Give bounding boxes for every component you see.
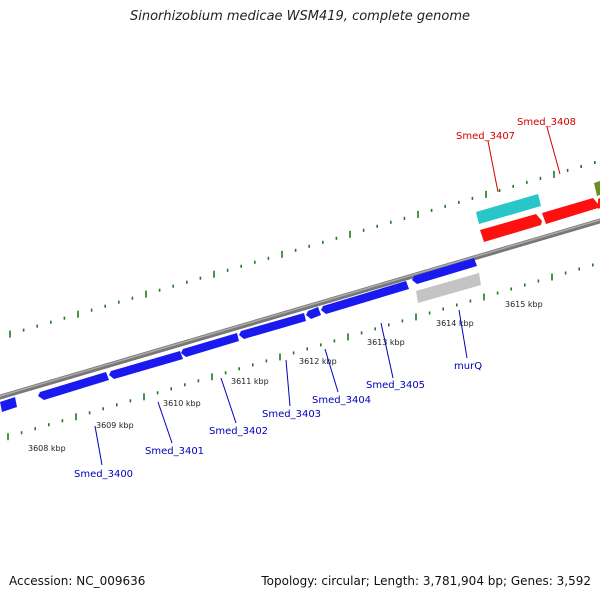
- gene-label-murq[interactable]: murQ: [454, 361, 482, 372]
- kbp-label: 3610 kbp: [163, 399, 201, 408]
- gene-arrow-smed-3400[interactable]: [38, 372, 109, 400]
- gene-arrow-smed-3401[interactable]: [109, 351, 183, 379]
- inner-tick-track: [7, 263, 594, 441]
- gene-arrow-smed-3408[interactable]: [542, 198, 599, 224]
- other-feature[interactable]: [594, 181, 600, 196]
- gene-arrow-smed-3402[interactable]: [181, 333, 239, 357]
- gene-arrow-smed-3406[interactable]: [412, 258, 477, 284]
- kbp-label: 3612 kbp: [299, 357, 337, 366]
- gene-label-smed-3402[interactable]: Smed_3402: [209, 426, 268, 437]
- gene-arrow-smed-3407[interactable]: [480, 214, 542, 242]
- kbp-label: 3608 kbp: [28, 444, 66, 453]
- gene-labels: Smed_3400 Smed_3401 Smed_3402 Smed_3403 …: [74, 117, 576, 480]
- gene-label-smed-3404[interactable]: Smed_3404: [312, 395, 371, 406]
- kbp-label: 3609 kbp: [96, 421, 134, 430]
- kbp-label: 3613 kbp: [367, 338, 405, 347]
- gene-label-smed-3405[interactable]: Smed_3405: [366, 380, 425, 391]
- outer-tick-track: [9, 161, 596, 338]
- kbp-label: 3611 kbp: [231, 377, 269, 386]
- genome-title: Sinorhizobium medicae WSM419, complete g…: [129, 9, 471, 24]
- gene-label-smed-3408[interactable]: Smed_3408: [517, 117, 576, 128]
- gene-arrow-smed-3404[interactable]: [306, 307, 321, 319]
- kbp-scale-labels: 3608 kbp 3609 kbp 3610 kbp 3611 kbp 3612…: [28, 300, 543, 453]
- gene-label-smed-3403[interactable]: Smed_3403: [262, 409, 321, 420]
- pseudo-gene-murq[interactable]: [416, 273, 481, 303]
- reverse-strand-genes: [0, 258, 481, 412]
- gene-arrow-smed-3405[interactable]: [321, 281, 409, 314]
- genome-backbone: [0, 218, 600, 400]
- gene-label-smed-3400[interactable]: Smed_3400: [74, 469, 133, 480]
- label-leader-lines: [94, 126, 561, 466]
- accession-text: Accession: NC_009636: [9, 574, 146, 588]
- gene-arrow-reverse[interactable]: [0, 397, 17, 412]
- gene-label-smed-3401[interactable]: Smed_3401: [145, 446, 204, 457]
- rna-gene-smed-3407[interactable]: [476, 194, 541, 224]
- genome-summary-text: Topology: circular; Length: 3,781,904 bp…: [261, 574, 591, 588]
- kbp-label: 3615 kbp: [505, 300, 543, 309]
- gene-arrow-smed-3403[interactable]: [239, 313, 306, 339]
- forward-strand-genes: [476, 181, 600, 242]
- kbp-label: 3614 kbp: [436, 319, 474, 328]
- gene-label-smed-3407[interactable]: Smed_3407: [456, 131, 515, 142]
